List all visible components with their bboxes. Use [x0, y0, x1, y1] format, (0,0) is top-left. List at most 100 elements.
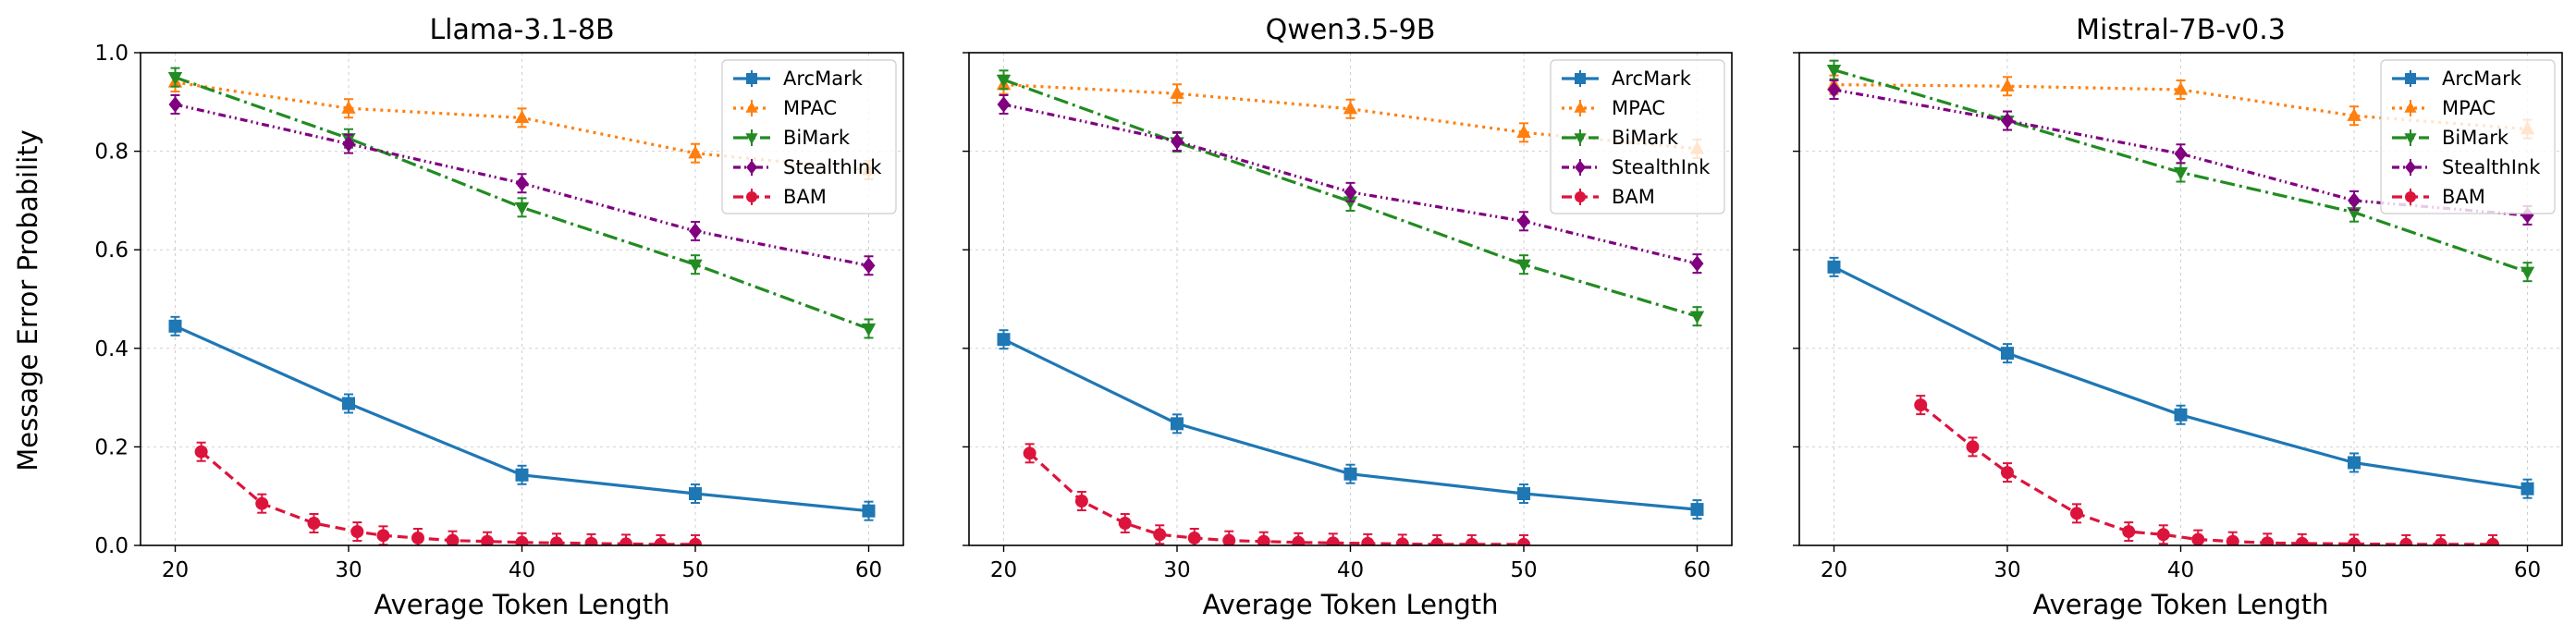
- legend-label-bimark: BiMark: [2442, 127, 2509, 149]
- data-point-stealthink: [689, 223, 702, 239]
- data-point-bam: [1074, 495, 1088, 508]
- data-point-stealthink: [1690, 255, 1704, 272]
- x-tick-label: 50: [681, 558, 708, 582]
- data-point-stealthink: [1517, 213, 1530, 230]
- data-point-arcmark: [1517, 487, 1530, 501]
- axes-frame: [140, 52, 904, 546]
- legend-marker-mpac: [1574, 101, 1587, 113]
- data-point-stealthink: [2348, 192, 2361, 209]
- x-tick-label: 60: [855, 558, 882, 582]
- data-point-bam: [1023, 446, 1037, 460]
- panel-title: Llama-3.1-8B: [429, 14, 614, 46]
- panel-1: 20 30 40 50 60 0.0 0.2 0.4 0.6 0.8 1.0 Llama-3.1-8B…: [94, 14, 904, 620]
- x-tick-label: 40: [509, 558, 535, 582]
- legend-label-arcmark: ArcMark: [2442, 67, 2522, 90]
- data-point-stealthink: [515, 175, 529, 191]
- y-axis-label: Message Error Probability: [12, 129, 43, 471]
- data-point-bam: [1292, 535, 1306, 545]
- data-point-bam: [1361, 536, 1375, 545]
- legend-label-mpac: MPAC: [2442, 97, 2496, 119]
- data-point-bimark: [1343, 196, 1358, 210]
- data-point-bimark: [1826, 65, 1842, 79]
- legend-label-bimark: BiMark: [1612, 127, 1679, 149]
- data-point-stealthink: [168, 96, 182, 113]
- data-point-bam: [255, 496, 269, 510]
- y-tick-label: 1.0: [94, 42, 129, 66]
- legend-box: [1550, 59, 1725, 214]
- data-point-bam: [446, 533, 460, 545]
- data-point-bam: [2001, 466, 2014, 480]
- data-point-bam: [2122, 525, 2136, 539]
- data-point-bimark: [861, 323, 877, 336]
- series-line-stealthink: [1834, 88, 2528, 217]
- legend-label-stealthink: StealthInk: [2442, 156, 2541, 178]
- data-point-bimark: [1516, 259, 1531, 273]
- panel-title: Mistral-7B-v0.3: [2076, 14, 2286, 46]
- legend-marker-mpac: [2404, 101, 2417, 113]
- data-point-bam: [2261, 536, 2275, 545]
- data-point-arcmark: [1171, 417, 1184, 431]
- legend-marker-stealthink: [2405, 160, 2416, 175]
- data-point-mpac: [514, 109, 530, 123]
- y-tick-label: 0.6: [94, 238, 129, 263]
- x-tick-label: 40: [2167, 558, 2194, 582]
- data-point-arcmark: [997, 333, 1011, 347]
- data-point-arcmark: [2348, 456, 2361, 470]
- data-point-bimark: [167, 72, 183, 86]
- data-point-bam: [1395, 537, 1409, 545]
- data-point-stealthink: [1343, 184, 1357, 201]
- legend-marker-arcmark: [2405, 73, 2416, 84]
- legend-label-arcmark: ArcMark: [783, 67, 864, 90]
- x-axis-label: Average Token Length: [1202, 589, 1498, 620]
- data-point-arcmark: [1827, 260, 1841, 274]
- data-point-arcmark: [2001, 347, 2014, 361]
- x-tick-label: 50: [2340, 558, 2367, 582]
- data-point-mpac: [2347, 107, 2361, 121]
- x-tick-label: 30: [1163, 558, 1190, 582]
- data-point-bam: [2348, 537, 2361, 545]
- data-point-bam: [550, 536, 563, 545]
- series-layer: [996, 69, 1705, 545]
- data-point-stealthink: [2174, 145, 2188, 163]
- legend-label-arcmark: ArcMark: [1612, 67, 1692, 90]
- data-point-bam: [376, 529, 390, 543]
- data-point-arcmark: [2174, 408, 2188, 422]
- data-point-arcmark: [689, 487, 702, 501]
- y-tick-label: 0.4: [94, 337, 129, 361]
- data-point-arcmark: [515, 468, 529, 482]
- data-point-bam: [1465, 537, 1478, 545]
- legend: ArcMark MPAC BiMark StealthInk BAM: [1550, 59, 1725, 214]
- x-tick-label: 40: [1337, 558, 1364, 582]
- data-point-bam: [1966, 440, 1980, 454]
- data-point-bam: [1430, 537, 1444, 545]
- legend: ArcMark MPAC BiMark StealthInk BAM: [2380, 59, 2556, 214]
- axes-frame: [968, 52, 1733, 546]
- data-point-bam: [1257, 534, 1270, 545]
- data-point-bam: [2434, 537, 2447, 545]
- data-point-bam: [1914, 398, 1928, 412]
- x-tick-label: 50: [1510, 558, 1537, 582]
- panel-3: 20 30 40 50 60 Mistral-7B-v0.3 Average Token L…: [1793, 14, 2563, 620]
- data-point-mpac: [1516, 124, 1531, 138]
- legend-box: [721, 59, 897, 214]
- data-point-bimark: [2520, 266, 2535, 280]
- legend-box: [2380, 59, 2556, 214]
- legend-marker-arcmark: [1575, 73, 1586, 84]
- x-tick-label: 20: [162, 558, 189, 582]
- x-axis-label: Average Token Length: [374, 589, 669, 620]
- series-layer: [167, 67, 877, 545]
- legend-marker-mpac: [745, 101, 758, 113]
- legend-label-mpac: MPAC: [1612, 97, 1665, 119]
- legend-label-mpac: MPAC: [783, 97, 837, 119]
- data-point-bam: [307, 517, 321, 531]
- data-point-bimark: [514, 202, 530, 215]
- y-tick-label: 0.0: [94, 534, 129, 558]
- data-point-bam: [2156, 528, 2170, 542]
- data-point-bam: [689, 537, 702, 545]
- data-point-bimark: [1689, 311, 1705, 324]
- data-point-bam: [1153, 528, 1167, 542]
- x-tick-label: 60: [1684, 558, 1711, 582]
- panel-2: 20 30 40 50 60 Qwen3.5-9B Average Token Length…: [963, 14, 1733, 620]
- data-point-bam: [515, 535, 529, 545]
